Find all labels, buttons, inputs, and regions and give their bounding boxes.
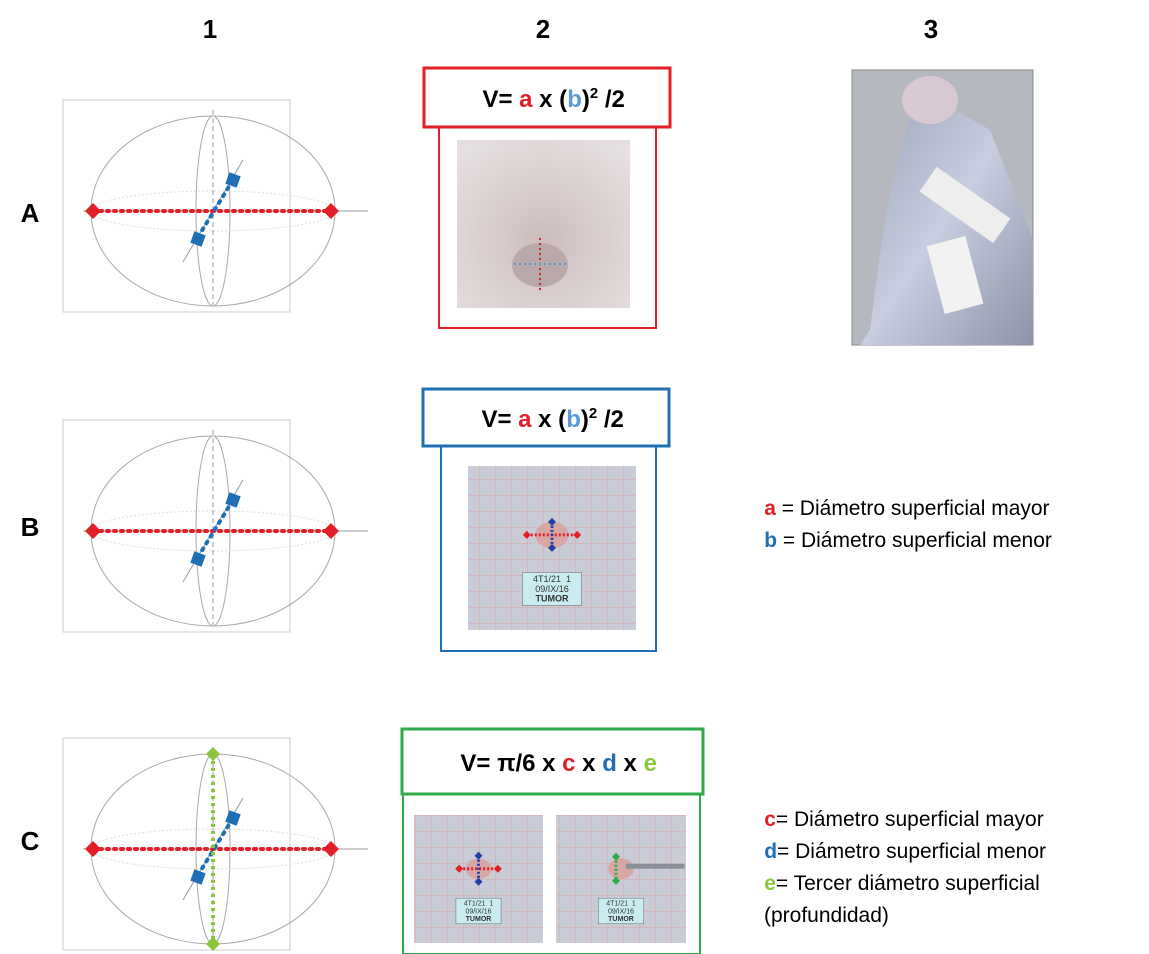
sample-label-text: 4T1/21 1 [606, 901, 636, 908]
formula-part: x [617, 750, 644, 777]
formula-part: x ( [532, 406, 567, 433]
diagram-frame [63, 100, 290, 312]
formula-part: x ( [533, 86, 568, 113]
figure: 1 2 3 A B C V= a x (b)2 /2 V= a x (b)2 /… [0, 0, 1149, 954]
formula: V= π/6 x c x d x e [427, 750, 677, 777]
formula: V= a x (b)2 /2 [448, 405, 644, 433]
marker [323, 841, 339, 857]
legend-text: = Diámetro superficial menor [777, 529, 1052, 552]
legend-entry: c= Diámetro superficial mayor [735, 808, 1061, 831]
legend-entry: b = Diámetro superficial menor [735, 529, 1069, 552]
diagram-frame [63, 420, 290, 632]
formula-part: ) [582, 86, 590, 113]
legend-text: = Diámetro superficial mayor [776, 497, 1050, 520]
sample-label-text: 09/IX/16 [535, 584, 569, 594]
ellipsoid-diagram [63, 420, 368, 632]
formula-part: x [576, 750, 603, 777]
marker [323, 203, 339, 219]
formula-part: ) [581, 406, 589, 433]
formula-part: 2 [589, 405, 597, 422]
formula-part: a [519, 86, 533, 113]
formula-part: b [567, 86, 582, 113]
legend-entry: a = Diámetro superficial mayor [735, 497, 1067, 520]
column-header: 2 [536, 14, 550, 44]
formula-part: /2 [598, 86, 625, 113]
legend-key: e [764, 872, 776, 895]
column-header: 3 [924, 14, 938, 44]
mouse-photo [457, 140, 630, 308]
legend-entry: d= Diámetro superficial menor [735, 840, 1064, 863]
diagram-frame [63, 738, 290, 950]
legend-text: (profundidad) [764, 904, 889, 927]
column-header: 1 [203, 14, 217, 44]
row-label: A [21, 198, 40, 228]
legend-key: c [764, 808, 776, 831]
row-label: C [21, 826, 40, 856]
legend-key: d [764, 840, 777, 863]
page: 1 2 3 A B C V= a x (b)2 /2 V= a x (b)2 /… [0, 0, 1149, 954]
sample-label-text: 09/IX/16 [608, 908, 634, 915]
legend-text: = Diámetro superficial mayor [776, 808, 1044, 831]
legend-text: = Tercer diámetro superficial [776, 872, 1040, 895]
row-label: B [21, 512, 40, 542]
caliper-photo [852, 70, 1033, 345]
ellipsoid-diagrams [63, 100, 368, 951]
sample-label-text: 4T1/21 1 [464, 901, 494, 908]
tweezers [626, 864, 685, 869]
marker [323, 523, 339, 539]
formula-part: c [562, 750, 575, 777]
formula-part: d [602, 750, 617, 777]
formula-part: /2 [597, 406, 624, 433]
formula-part: b [566, 406, 581, 433]
sample-label-text: TUMOR [536, 594, 569, 604]
sample-label-text: TUMOR [466, 916, 492, 923]
tumor-photo: 4T1/21 109/IX/16TUMOR [556, 815, 686, 943]
formula-part: V= [482, 86, 519, 113]
legend-entry: e= Tercer diámetro superficial [735, 872, 1057, 895]
legend-key: b [764, 529, 777, 552]
sample-label-text: 4T1/21 1 [533, 574, 571, 584]
sample-label-text: 09/IX/16 [465, 908, 491, 915]
ellipsoid-diagram [63, 100, 368, 312]
formula-part: a [518, 406, 532, 433]
ellipsoid-diagram [63, 738, 368, 951]
legend-key: a [764, 497, 776, 520]
formula: V= a x (b)2 /2 [449, 85, 645, 113]
legend-text: = Diámetro superficial menor [777, 840, 1046, 863]
formula-part: 2 [590, 85, 598, 102]
sample-label-text: TUMOR [608, 916, 634, 923]
formula-part: e [644, 750, 657, 777]
formula-part: V= [481, 406, 518, 433]
formula-part: V= π/6 x [460, 750, 562, 777]
